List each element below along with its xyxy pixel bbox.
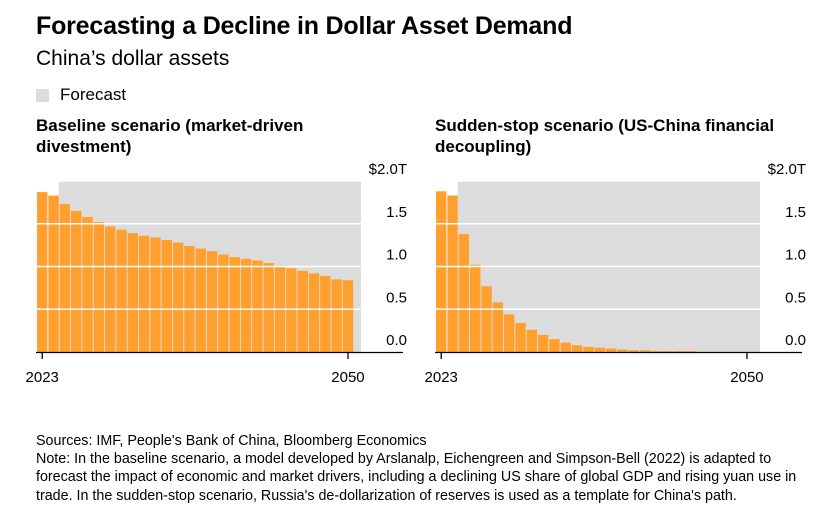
bar-2025 bbox=[458, 234, 470, 352]
bar-2023 bbox=[37, 192, 48, 352]
bar-2049 bbox=[331, 279, 342, 352]
baseline-panel-title: Baseline scenario (market-driven divestm… bbox=[36, 116, 304, 156]
bar-2030 bbox=[116, 229, 127, 352]
y-tick-label: 1.5 bbox=[785, 204, 806, 221]
x-tick-label: 2023 bbox=[26, 369, 59, 386]
x-tick-label: 2023 bbox=[425, 369, 458, 386]
bar-2038 bbox=[605, 348, 617, 352]
footer-note: Note: In the baseline scenario, a model … bbox=[36, 451, 797, 504]
bar-2034 bbox=[560, 342, 572, 352]
sudden-stop-panel-title: Sudden-stop scenario (US-China financial… bbox=[435, 116, 775, 156]
bar-2023 bbox=[436, 191, 447, 352]
bar-2032 bbox=[537, 334, 549, 352]
bar-2035 bbox=[172, 242, 184, 352]
y-tick-label: $2.0T bbox=[768, 161, 806, 178]
legend-forecast-label: Forecast bbox=[60, 85, 127, 104]
bar-2030 bbox=[515, 322, 526, 352]
legend-forecast-swatch bbox=[36, 88, 49, 102]
bar-2027 bbox=[481, 286, 492, 352]
bar-2044 bbox=[673, 351, 685, 352]
bar-2047 bbox=[308, 273, 320, 352]
bar-2033 bbox=[549, 339, 560, 352]
bar-2024 bbox=[48, 195, 59, 352]
baseline-chart: 0.0 0.5 1.0 1.5 $2.0T 2023 2050 bbox=[26, 161, 407, 386]
bar-2041 bbox=[639, 350, 651, 352]
bar-2031 bbox=[526, 329, 538, 352]
bar-2039 bbox=[617, 349, 628, 352]
bar-2029 bbox=[503, 314, 515, 352]
y-tick-label: 0.5 bbox=[785, 289, 806, 306]
bar-2026 bbox=[70, 210, 82, 352]
bar-2041 bbox=[240, 258, 252, 352]
y-tick-label: 1.0 bbox=[386, 247, 407, 264]
chart-subtitle: China’s dollar assets bbox=[36, 47, 230, 70]
y-tick-label: 0.0 bbox=[785, 332, 806, 349]
bar-2037 bbox=[594, 347, 605, 352]
bar-2029 bbox=[104, 226, 116, 352]
x-tick-label: 2050 bbox=[331, 369, 364, 386]
y-tick-label: 0.5 bbox=[386, 289, 407, 306]
bar-2034 bbox=[161, 239, 173, 352]
bar-2028 bbox=[492, 302, 504, 352]
y-tick-label: 1.0 bbox=[785, 247, 806, 264]
bar-2035 bbox=[571, 345, 583, 352]
bar-2050 bbox=[342, 280, 354, 352]
y-tick-label: 1.5 bbox=[386, 204, 407, 221]
y-tick-label: $2.0T bbox=[369, 161, 407, 178]
bar-2040 bbox=[628, 350, 639, 352]
bar-2031 bbox=[127, 233, 139, 352]
bar-2039 bbox=[218, 254, 229, 352]
bar-2042 bbox=[651, 351, 662, 352]
chart-title: Forecasting a Decline in Dollar Asset De… bbox=[36, 12, 573, 40]
y-tick-label: 0.0 bbox=[386, 332, 407, 349]
bar-2040 bbox=[229, 257, 240, 352]
x-tick-label: 2050 bbox=[730, 369, 763, 386]
bar-2037 bbox=[195, 248, 206, 352]
bar-2026 bbox=[469, 264, 481, 352]
bar-2036 bbox=[184, 245, 195, 352]
bar-2048 bbox=[320, 275, 331, 352]
footer-sources: Sources: IMF, People's Bank of China, Bl… bbox=[36, 433, 427, 449]
bar-2038 bbox=[206, 251, 218, 352]
bar-2036 bbox=[583, 346, 594, 352]
bar-2043 bbox=[662, 351, 673, 352]
legend: Forecast bbox=[36, 85, 126, 105]
bar-2046 bbox=[297, 270, 308, 352]
bar-2028 bbox=[93, 222, 105, 352]
bar-2025 bbox=[59, 204, 71, 352]
bar-2045 bbox=[685, 351, 696, 352]
bar-2027 bbox=[82, 216, 93, 352]
bar-2032 bbox=[138, 235, 150, 352]
bar-2024 bbox=[447, 195, 458, 352]
footer: Sources: IMF, People's Bank of China, Bl… bbox=[36, 432, 816, 505]
sudden-stop-chart: 0.0 0.5 1.0 1.5 $2.0T 2023 2050 bbox=[425, 161, 806, 386]
bar-2033 bbox=[150, 237, 161, 352]
bar-2045 bbox=[286, 268, 297, 352]
bar-2042 bbox=[252, 260, 263, 352]
bar-2043 bbox=[263, 263, 274, 352]
